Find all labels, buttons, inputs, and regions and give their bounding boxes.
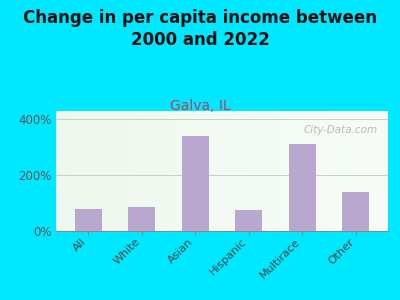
Bar: [289, 145, 316, 231]
Text: City-Data.com: City-Data.com: [304, 125, 378, 135]
Text: Galva, IL: Galva, IL: [170, 99, 230, 113]
Bar: [235, 210, 262, 231]
Bar: [182, 136, 209, 231]
Bar: [342, 192, 369, 231]
Bar: [75, 209, 102, 231]
Bar: [128, 207, 155, 231]
Text: Change in per capita income between
2000 and 2022: Change in per capita income between 2000…: [23, 9, 377, 49]
